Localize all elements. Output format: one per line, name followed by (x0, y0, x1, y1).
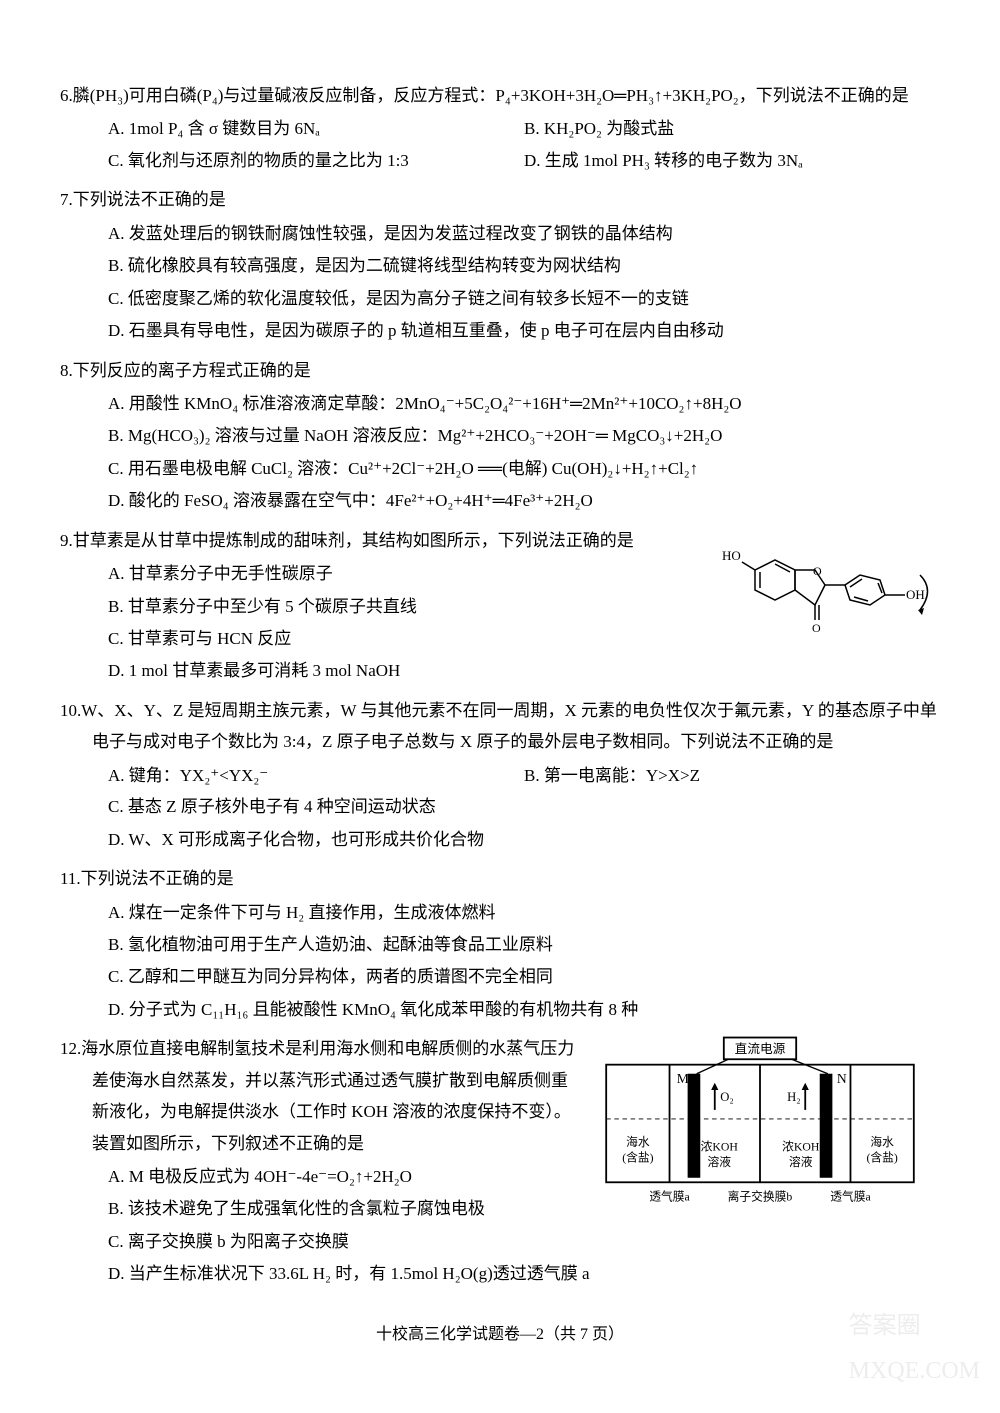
question-9: 9.甘草素是从甘草中提炼制成的甜味剂，其结构如图所示，下列说法正确的是 A. 甘… (60, 525, 940, 687)
mem-a-label: 透气膜a (649, 1190, 690, 1204)
q11-text: 下列说法不正确的是 (81, 869, 234, 888)
question-10: 10.W、X、Y、Z 是短周期主族元素，W 与其他元素不在同一周期，X 元素的电… (60, 695, 940, 855)
q11-option-d: D. 分子式为 C₁₁H₁₆ 且能被酸性 KMnO₄ 氧化成苯甲酸的有机物共有 … (108, 994, 940, 1025)
q8-option-a: A. 用酸性 KMnO₄ 标准溶液滴定草酸：2MnO₄⁻+5C₂O₄²⁻+16H… (108, 388, 940, 419)
q12-num: 12. (60, 1039, 81, 1058)
q8-stem: 8.下列反应的离子方程式正确的是 (60, 355, 940, 386)
svg-text:O: O (812, 621, 821, 635)
svg-text:O: O (813, 564, 822, 578)
q7-option-d: D. 石墨具有导电性，是因为碳原子的 p 轨道相互重叠，使 p 电子可在层内自由… (108, 315, 940, 346)
q10-option-d: D. W、X 可形成离子化合物，也可形成共价化合物 (108, 824, 940, 855)
q7-text: 下列说法不正确的是 (73, 190, 226, 209)
q12-option-a: A. M 电极反应式为 4OH⁻-4e⁻=O₂↑+2H₂O (108, 1161, 580, 1192)
page-footer: 十校高三化学试题卷—2（共 7 页） (60, 1320, 940, 1350)
sea-right-1: 海水 (870, 1135, 894, 1149)
q8-text: 下列反应的离子方程式正确的是 (73, 361, 311, 380)
q9-option-d: D. 1 mol 甘草素最多可消耗 3 mol NaOH (108, 655, 940, 686)
q6-option-b: B. KH₂PO₂ 为酸式盐 (524, 113, 940, 144)
molecule-structure-icon: O O HO OH (720, 535, 960, 645)
q10-text: W、X、Y、Z 是短周期主族元素，W 与其他元素不在同一周期，X 元素的电负性仅… (81, 701, 937, 751)
q12-option-c: C. 离子交换膜 b 为阳离子交换膜 (108, 1226, 940, 1257)
m-label: M (677, 1071, 689, 1086)
q11-option-b: B. 氢化植物油可用于生产人造奶油、起酥油等食品工业原料 (108, 929, 940, 960)
q6-option-a: A. 1mol P₄ 含 σ 键数目为 6Nₐ (108, 113, 524, 144)
sea-left-1: 海水 (626, 1135, 650, 1149)
question-8: 8.下列反应的离子方程式正确的是 A. 用酸性 KMnO₄ 标准溶液滴定草酸：2… (60, 355, 940, 517)
koh1-2: 溶液 (708, 1155, 732, 1169)
q7-option-c: C. 低密度聚乙烯的软化温度较低，是因为高分子链之间有较多长短不一的支链 (108, 283, 940, 314)
q11-option-c: C. 乙醇和二甲醚互为同分异构体，两者的质谱图不完全相同 (108, 961, 940, 992)
q11-stem: 11.下列说法不正确的是 (60, 863, 940, 894)
q7-stem: 7.下列说法不正确的是 (60, 184, 940, 215)
sea-right-2: (含盐) (866, 1151, 897, 1165)
q10-option-a: A. 键角：YX₂⁺<YX₂⁻ (108, 760, 524, 791)
q7-num: 7. (60, 190, 73, 209)
q12-text-content: 海水原位直接电解制氢技术是利用海水侧和电解质侧的水蒸气压力差使海水自然蒸发，并以… (81, 1039, 574, 1152)
q10-option-b: B. 第一电离能：Y>X>Z (524, 760, 940, 791)
q7-option-b: B. 硫化橡胶具有较高强度，是因为二硫键将线型结构转变为网状结构 (108, 250, 940, 281)
ho-label: HO (722, 548, 741, 563)
question-7: 7.下列说法不正确的是 A. 发蓝处理后的钢铁耐腐蚀性较强，是因为发蓝过程改变了… (60, 184, 940, 346)
q8-option-d: D. 酸化的 FeSO₄ 溶液暴露在空气中：4Fe²⁺+O₂+4H⁺═4Fe³⁺… (108, 485, 940, 516)
mem-b-label: 离子交换膜b (728, 1190, 793, 1204)
q8-option-b: B. Mg(HCO₃)₂ 溶液与过量 NaOH 溶液反应：Mg²⁺+2HCO₃⁻… (108, 420, 940, 451)
q10-option-c: C. 基态 Z 原子核外电子有 4 种空间运动状态 (108, 791, 940, 822)
q11-num: 11. (60, 869, 81, 888)
q8-option-c: C. 用石墨电极电解 CuCl₂ 溶液：Cu²⁺+2Cl⁻+2H₂O ══(电解… (108, 453, 940, 484)
koh1-1: 浓KOH (701, 1141, 739, 1154)
mem-a2-label: 透气膜a (830, 1190, 871, 1204)
q6-text: 膦(PH₃)可用白磷(P₄)与过量碱液反应制备，反应方程式：P₄+3KOH+3H… (73, 86, 909, 105)
koh2-1: 浓KOH (782, 1141, 820, 1154)
q6-option-d: D. 生成 1mol PH₃ 转移的电子数为 3Nₐ (524, 145, 940, 176)
q9-num: 9. (60, 531, 73, 550)
o2-label: O₂ (720, 1090, 734, 1104)
q12-stem: 12.海水原位直接电解制氢技术是利用海水侧和电解质侧的水蒸气压力差使海水自然蒸发… (60, 1033, 580, 1159)
q12-option-d: D. 当产生标准状况下 33.6L H₂ 时，有 1.5mol H₂O(g)透过… (108, 1258, 940, 1289)
q7-option-a: A. 发蓝处理后的钢铁耐腐蚀性较强，是因为发蓝过程改变了钢铁的晶体结构 (108, 218, 940, 249)
sea-left-2: (含盐) (622, 1151, 653, 1165)
n-label: N (837, 1071, 847, 1086)
q10-stem: 10.W、X、Y、Z 是短周期主族元素，W 与其他元素不在同一周期，X 元素的电… (60, 695, 940, 758)
q12-option-b: B. 该技术避免了生成强氧化性的含氯粒子腐蚀电极 (108, 1193, 580, 1224)
q6-option-c: C. 氧化剂与还原剂的物质的量之比为 1:3 (108, 145, 524, 176)
koh2-2: 溶液 (789, 1155, 813, 1169)
question-6: 6.膦(PH₃)可用白磷(P₄)与过量碱液反应制备，反应方程式：P₄+3KOH+… (60, 80, 940, 176)
h2-label: H₂ (787, 1090, 801, 1104)
q11-option-a: A. 煤在一定条件下可与 H₂ 直接作用，生成液体燃料 (108, 897, 940, 928)
power-label: 直流电源 (735, 1042, 786, 1056)
watermark-bottom: MXQE.COM (849, 1349, 980, 1393)
q6-stem: 6.膦(PH₃)可用白磷(P₄)与过量碱液反应制备，反应方程式：P₄+3KOH+… (60, 80, 940, 111)
electrolysis-diagram: 直流电源 M N O₂ H₂ 海水 (含盐) 浓KOH 溶液 浓KOH 溶液 海… (580, 1033, 940, 1223)
question-12: 12.海水原位直接电解制氢技术是利用海水侧和电解质侧的水蒸气压力差使海水自然蒸发… (60, 1033, 940, 1290)
q8-num: 8. (60, 361, 73, 380)
q6-num: 6. (60, 86, 73, 105)
q9-text: 甘草素是从甘草中提炼制成的甜味剂，其结构如图所示，下列说法正确的是 (73, 531, 634, 550)
oh-label: OH (906, 587, 925, 602)
question-11: 11.下列说法不正确的是 A. 煤在一定条件下可与 H₂ 直接作用，生成液体燃料… (60, 863, 940, 1025)
q10-num: 10. (60, 701, 81, 720)
